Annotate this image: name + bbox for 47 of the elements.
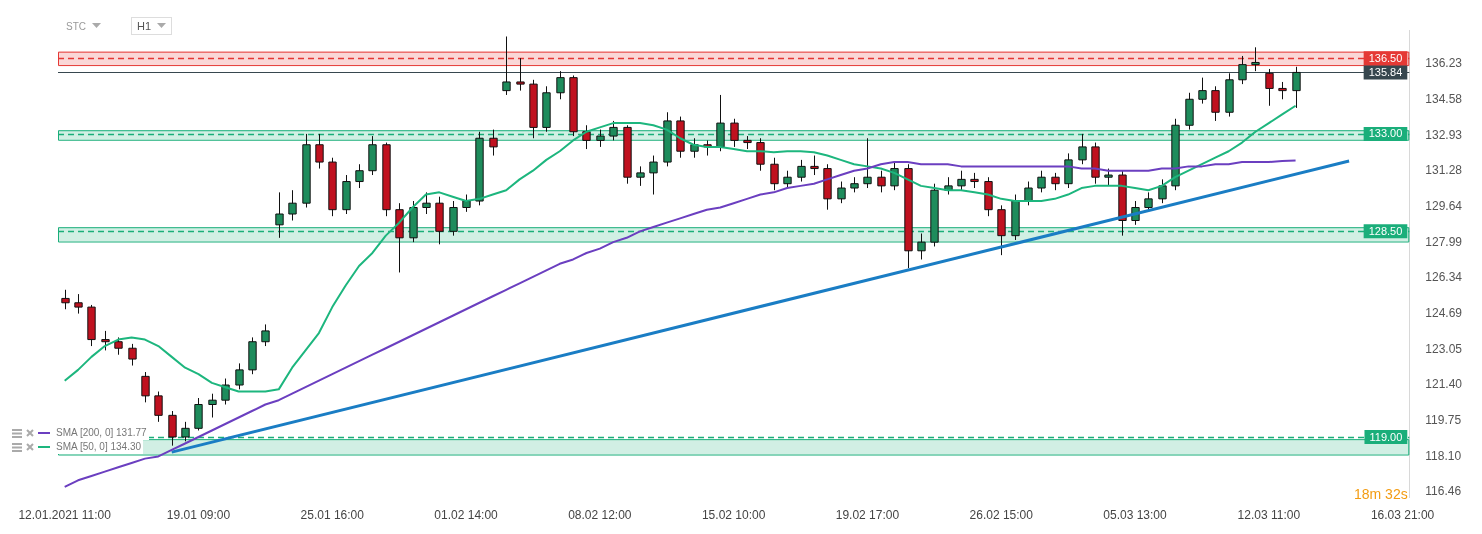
y-tick-label: 134.58: [1425, 92, 1463, 107]
y-tick-label: 136.23: [1425, 56, 1463, 71]
candlestick: [1211, 85, 1220, 122]
x-tick-label: 05.03 13:00: [1103, 508, 1168, 523]
ref-line-label: 133.00: [1368, 127, 1403, 140]
x-tick-label: 12.03 11:00: [1237, 508, 1301, 523]
x-tick-label: 16.03 21:00: [1370, 508, 1435, 523]
candlestick: [449, 200, 458, 237]
y-tick-label: 116.46: [1425, 484, 1462, 499]
annotation: 18m 32s: [1354, 486, 1408, 502]
candlestick: [1198, 77, 1207, 105]
ref-line-label: 128.50: [1368, 224, 1403, 237]
candlestick: [636, 165, 645, 187]
candlestick: [690, 137, 699, 159]
y-tick-label: 131.28: [1425, 163, 1463, 178]
legend-label: SMA [50, 0] 134.30: [54, 440, 144, 454]
y-tick-label: 132.93: [1425, 127, 1463, 142]
candlestick: [194, 397, 203, 431]
candlestick: [516, 57, 525, 92]
ref-line-label: 119.00: [1369, 430, 1403, 443]
annotation: STC: [66, 20, 86, 32]
y-tick-label: 129.64: [1425, 198, 1463, 213]
ref-line-label: 136.50: [1368, 51, 1403, 64]
y-tick-label: 118.10: [1425, 448, 1462, 463]
x-tick-label: 19.02 17:00: [835, 508, 900, 523]
candlestick: [235, 362, 244, 390]
candlestick: [315, 133, 324, 170]
candlestick: [756, 137, 765, 172]
x-tick-label: 15.02 10:00: [701, 508, 766, 523]
x-tick-label: 01.02 14:00: [434, 508, 499, 523]
y-tick-label: 121.40: [1425, 377, 1463, 392]
legend-label: SMA [200, 0] 131.77: [54, 426, 149, 440]
y-tick-label: 127.99: [1425, 234, 1463, 249]
annotation: H1: [137, 20, 152, 32]
candlestick: [74, 293, 83, 315]
y-tick-label: 123.05: [1425, 341, 1463, 356]
ref-line-label: 135.84: [1368, 65, 1403, 78]
candlestick: [582, 124, 591, 150]
y-tick-label: 126.34: [1425, 270, 1463, 285]
y-tick-label: 119.75: [1425, 413, 1462, 428]
x-tick-label: 26.02 15:00: [969, 508, 1034, 523]
x-tick-label: 12.01.2021 11:00: [18, 508, 112, 523]
y-tick-label: 124.69: [1425, 306, 1463, 321]
x-tick-label: 08.02 12:00: [568, 508, 632, 523]
candlestick: [154, 391, 163, 423]
x-tick-label: 19.01 09:00: [166, 508, 231, 523]
x-tick-label: 25.01 16:00: [300, 508, 365, 523]
